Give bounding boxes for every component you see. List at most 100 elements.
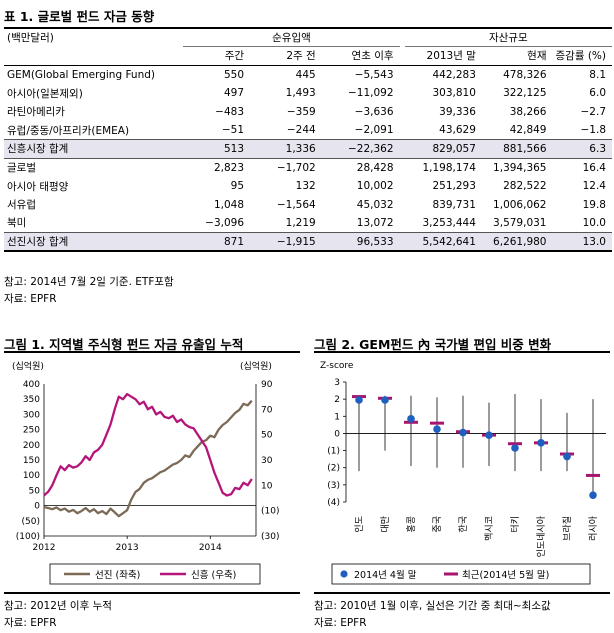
y-tick-label: 3: [334, 378, 340, 388]
group-header-netflow: 순유입액: [183, 27, 400, 48]
table-cell: 442,283: [432, 68, 476, 81]
col-header: 주간: [183, 46, 251, 66]
series-line-developed: [43, 399, 253, 518]
table-cell: 6.3: [552, 139, 612, 159]
figure2-title: 그림 2. GEM펀드 內 국가별 편입 비중 변화: [314, 337, 552, 352]
table-cell: −1,564: [276, 198, 316, 211]
right-tick-label: 70: [261, 405, 273, 415]
table1-source: 자료: EPFR: [4, 293, 57, 305]
left-tick-label: 0: [34, 502, 40, 512]
april-marker: [589, 491, 597, 499]
figure2-source: 자료: EPFR: [314, 617, 367, 629]
col-header: 현재: [481, 46, 553, 66]
table-cell: −244: [286, 124, 316, 137]
table-cell: 38,266: [509, 105, 547, 118]
y-tick-label: (3): [327, 481, 340, 491]
right-tick-label: (30): [261, 532, 279, 542]
table-cell: 322,125: [503, 87, 547, 100]
legend-april: 2014년 4월 말: [354, 569, 417, 581]
table-column-row: 주간 2주 전 연초 이후 2013년 말 현재 증감률 (%): [4, 46, 612, 66]
table-cell: 132: [295, 180, 316, 193]
table-row: 아시아(일본제외) 497 1,493 −11,092 303,810 322,125 6.…: [4, 84, 612, 103]
april-marker: [407, 415, 415, 423]
table-cell: 1,336: [250, 139, 322, 159]
y-tick-label: 2: [334, 395, 340, 405]
table-cell: 19.8: [582, 198, 606, 211]
april-marker: [511, 444, 519, 452]
row-label: 서유럽: [7, 199, 36, 212]
april-marker: [381, 396, 389, 404]
table-cell: 13,072: [356, 216, 394, 229]
table-cell: −11,092: [347, 87, 394, 100]
table-cell: 303,810: [432, 87, 476, 100]
table-cell: −3,096: [205, 216, 245, 229]
table-cell: 45,032: [356, 198, 394, 211]
category-label: 중국: [432, 516, 443, 533]
table-cell: 28,428: [356, 161, 394, 174]
x-tick-label: 2013: [116, 543, 139, 553]
table-cell: −51: [221, 124, 245, 137]
category-label: 인도: [354, 516, 365, 533]
april-marker: [459, 428, 467, 437]
legend-box: [331, 563, 591, 585]
col-header: 2주 전: [250, 46, 322, 66]
table-row: 북미 −3,096 1,219 13,072 3,253,444 3,579,031 10.…: [4, 214, 612, 233]
figure2-rule: [314, 351, 610, 353]
table-cell: 550: [223, 68, 245, 81]
table-cell: 12.4: [582, 180, 606, 193]
table-cell: 43,629: [439, 124, 476, 137]
table-cell: 497: [223, 87, 245, 100]
col-header: 2013년 말: [404, 46, 482, 66]
left-tick-label: 200: [23, 441, 40, 451]
category-label: 홍콩: [405, 516, 417, 533]
left-tick-label: (100): [16, 532, 40, 542]
row-label: 신흥시장 합계: [4, 139, 184, 159]
table-cell: 1,493: [285, 87, 316, 100]
figure2-note: 참고: 2010년 1월 이후, 실선은 기간 중 최대~최소값: [314, 600, 551, 612]
left-tick-label: (50): [22, 517, 40, 527]
table-cell: −3,636: [354, 105, 394, 118]
flow-line-chart: (십억원) (십억원) 400 350 300 250 200 150 100 50 0 (50)…: [12, 360, 279, 585]
y-tick-label: (1): [327, 447, 340, 457]
table-cell: 2,823: [213, 161, 245, 174]
april-marker: [355, 396, 363, 404]
category-label: 한국: [458, 516, 469, 533]
table-row: 아시아 태평양 95 132 10,002 251,293 282,522 12.4: [4, 177, 612, 196]
category-label: 터키: [510, 516, 521, 533]
category-label: 대만: [380, 516, 391, 533]
april-marker: [433, 425, 441, 433]
table-cell: 871: [183, 232, 251, 253]
table-cell: 8.1: [589, 68, 606, 81]
table-row: 라틴아메리카 −483 −359 −3,636 39,336 38,266 −2.7: [4, 102, 612, 121]
x-tick-label: 2012: [33, 543, 56, 553]
legend-may: 최근(2014년 5월 말): [462, 569, 549, 581]
table-cell: 10.0: [582, 216, 606, 229]
y-tick-label: 1: [334, 412, 340, 422]
legend-emerging: 신흥 (우축): [191, 569, 236, 581]
left-tick-label: 50: [29, 486, 41, 496]
table-cell: 1,048: [213, 198, 245, 211]
table1-note: 참고: 2014년 7월 2일 기준. ETF포함: [4, 276, 174, 288]
april-marker: [485, 431, 493, 439]
april-marker: [537, 439, 545, 447]
table-cell: 839,731: [432, 198, 476, 211]
left-tick-label: 350: [23, 395, 40, 405]
right-tick-label: 50: [261, 431, 273, 441]
legend-box: [49, 563, 261, 585]
table-cell: 10,002: [356, 180, 394, 193]
row-label: 아시아(일본제외): [7, 87, 83, 100]
category-label: 인도네시아: [536, 515, 547, 557]
table-cell: 6,261,980: [481, 232, 553, 253]
table-cell: 42,849: [509, 124, 547, 137]
table-cell: 445: [295, 68, 316, 81]
group-header-assets: 자산규모: [404, 27, 612, 48]
figure2-bottom-rule: [314, 592, 610, 594]
table-cell: 95: [230, 180, 245, 193]
table-cell: 3,579,031: [493, 216, 547, 229]
right-tick-label: 90: [261, 380, 273, 390]
series-line-emerging: [43, 392, 253, 497]
table-cell: 1,219: [285, 216, 316, 229]
table-cell: 39,336: [439, 105, 476, 118]
y-tick-label: (2): [327, 464, 340, 474]
table-cell: −1.8: [580, 124, 607, 137]
